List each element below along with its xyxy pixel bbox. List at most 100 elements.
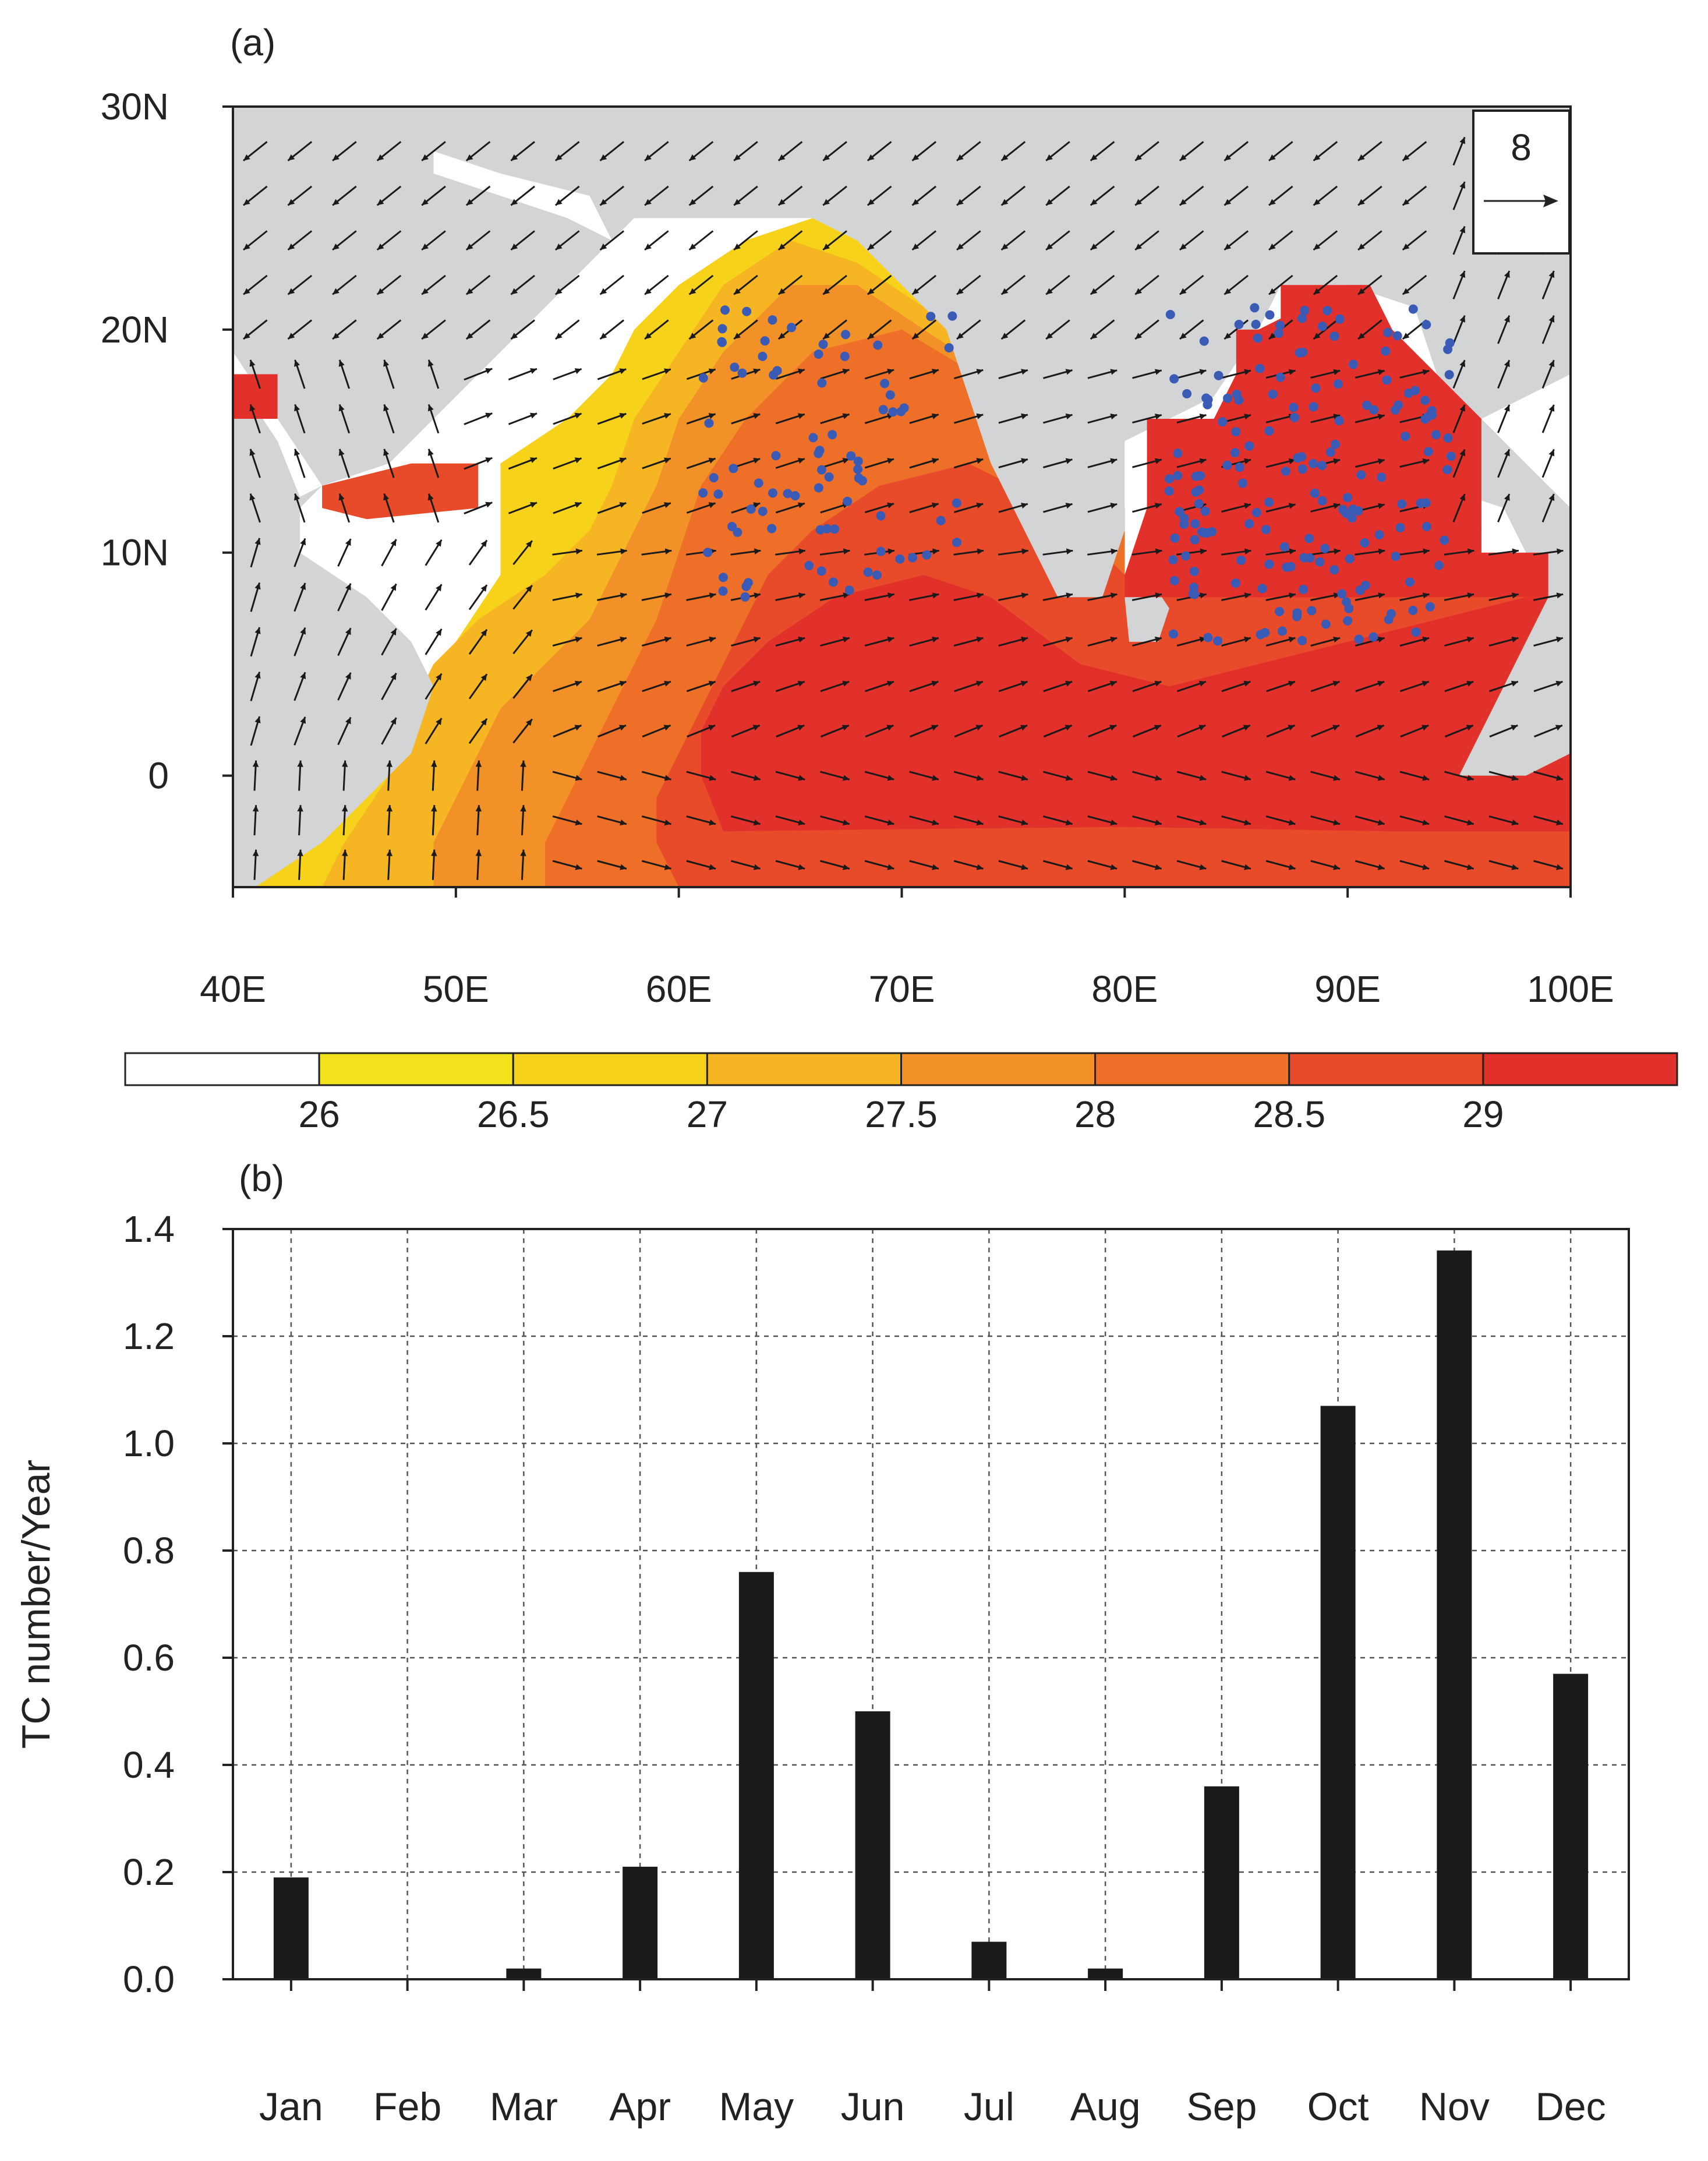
tc-point-bob-113	[1391, 552, 1401, 562]
wind-arrowhead-97	[511, 288, 518, 295]
wind-arrowhead-415	[1332, 725, 1339, 731]
wind-arrowhead-140	[1090, 333, 1098, 340]
tc-point-bob-67	[1383, 327, 1393, 337]
tc-point-as-63	[758, 506, 768, 516]
wind-arrowhead-26	[1358, 154, 1365, 161]
wind-arrowhead-472	[1199, 820, 1207, 826]
wind-arrowhead-308	[575, 592, 582, 599]
wind-arrowhead-299	[1512, 548, 1519, 555]
wind-arrowhead-493	[798, 864, 805, 870]
wind-arrowhead-44	[823, 199, 830, 206]
wind-arrowhead-146	[1358, 333, 1365, 340]
wind-arrowhead-434	[843, 775, 850, 781]
wind-arrowhead-404	[841, 725, 849, 731]
wind-arrowhead-83	[1224, 243, 1232, 250]
tc-point-bob-77	[1304, 534, 1314, 543]
wind-arrowhead-221	[708, 457, 716, 464]
wind-arrowhead-361	[254, 672, 261, 679]
wind-arrowhead-441	[1155, 775, 1162, 781]
tc-point-bob-6	[1309, 402, 1318, 412]
wind-arrowhead-259	[1065, 503, 1073, 509]
bar-aug	[1088, 1968, 1123, 1979]
wind-arrowhead-28	[1459, 137, 1466, 144]
wind-arrowhead-214	[383, 449, 390, 456]
wind-arrowhead-35	[422, 199, 429, 206]
tc-point-as-21	[717, 324, 727, 334]
wind-arrowhead-216	[485, 457, 493, 463]
wind-arrowhead-383	[1243, 680, 1251, 687]
tc-point-bob-103	[1190, 519, 1200, 529]
tc-point-as-37	[926, 312, 936, 322]
wind-arrowhead-313	[798, 592, 805, 599]
tc-point-as-48	[818, 340, 828, 349]
wind-arrowhead-21	[1135, 154, 1142, 161]
tc-point-bob-101	[1309, 459, 1318, 468]
wind-arrowhead-301	[254, 582, 261, 590]
wind-arrowhead-435	[887, 775, 894, 781]
wind-arrowhead-405	[886, 725, 894, 731]
wind-arrowhead-96	[466, 288, 473, 295]
tc-point-as-57	[718, 586, 728, 596]
wind-arrowhead-52	[1179, 199, 1187, 206]
bar-may	[738, 1572, 774, 1979]
tc-point-bob-149	[1381, 346, 1391, 356]
wind-arrowhead-358	[1466, 636, 1474, 642]
wind-arrowhead-373	[797, 680, 805, 687]
wind-arrowhead-109	[1046, 288, 1053, 295]
map-x-tick-label: 50E	[423, 968, 489, 1010]
wind-arrowhead-39	[600, 199, 607, 206]
wind-arrowhead-388	[1466, 680, 1474, 687]
wind-arrowhead-473	[1244, 820, 1251, 826]
tc-point-as-11	[947, 311, 957, 321]
tc-point-as-47	[720, 305, 730, 315]
wind-arrowhead-245	[427, 493, 434, 501]
wind-arrowhead-380	[1109, 680, 1117, 687]
wind-arrowhead-165	[887, 369, 894, 375]
bar-y-tick-label: 0.6	[123, 1637, 175, 1679]
wind-arrowhead-390	[1555, 680, 1563, 687]
wind-arrowhead-51	[1135, 199, 1142, 206]
tc-point-bob-119	[1223, 393, 1233, 403]
wind-arrowhead-238	[1459, 449, 1466, 457]
wind-arrowhead-82	[1179, 243, 1187, 250]
tc-point-bob-93	[1343, 616, 1353, 626]
tc-point-as-56	[741, 581, 751, 591]
wind-arrowhead-182	[294, 404, 300, 412]
wind-arrowhead-307	[526, 585, 532, 592]
tc-point-bob-98	[1168, 555, 1178, 564]
wind-arrowhead-264	[1288, 503, 1296, 509]
wind-arrowhead-131	[689, 333, 696, 340]
tc-point-bob-146	[1348, 504, 1358, 514]
bar-y-tick-label: 1.0	[123, 1422, 175, 1464]
wind-arrowhead-151	[249, 359, 256, 367]
wind-arrowhead-414	[1288, 725, 1295, 731]
wind-arrowhead-334	[390, 628, 397, 635]
wind-arrowhead-88	[1459, 226, 1466, 234]
wind-arrowhead-34	[377, 199, 384, 206]
wind-arrowhead-321	[1155, 592, 1162, 599]
land-2	[1437, 419, 1571, 776]
wind-arrowhead-105	[867, 288, 875, 295]
bar-y-tick-label: 0.8	[123, 1530, 175, 1572]
tc-point-bob-69	[1292, 608, 1302, 618]
tc-point-bob-72	[1179, 519, 1189, 529]
wind-arrowhead-291	[1155, 548, 1162, 555]
wind-arrowhead-359	[1511, 636, 1519, 642]
tc-point-as-79	[841, 330, 850, 340]
tc-point-bob-168	[1360, 538, 1370, 548]
wind-arrowhead-439	[1065, 775, 1073, 781]
tc-point-as-44	[768, 315, 777, 325]
wind-arrowhead-100	[645, 288, 652, 295]
tc-genesis-points	[698, 303, 1456, 646]
tc-point-as-39	[896, 407, 906, 416]
wind-arrowhead-401	[708, 725, 716, 731]
reference-vector-label: 8	[1511, 126, 1532, 168]
wind-arrowhead-233	[1244, 458, 1251, 464]
tc-point-bob-131	[1434, 560, 1444, 570]
wind-arrowhead-9	[600, 154, 607, 161]
wind-arrowhead-54	[1269, 199, 1276, 206]
colorbar-label: 29	[1462, 1093, 1504, 1135]
tc-point-bob-4	[1297, 313, 1307, 323]
wind-arrowhead-42	[734, 199, 741, 206]
